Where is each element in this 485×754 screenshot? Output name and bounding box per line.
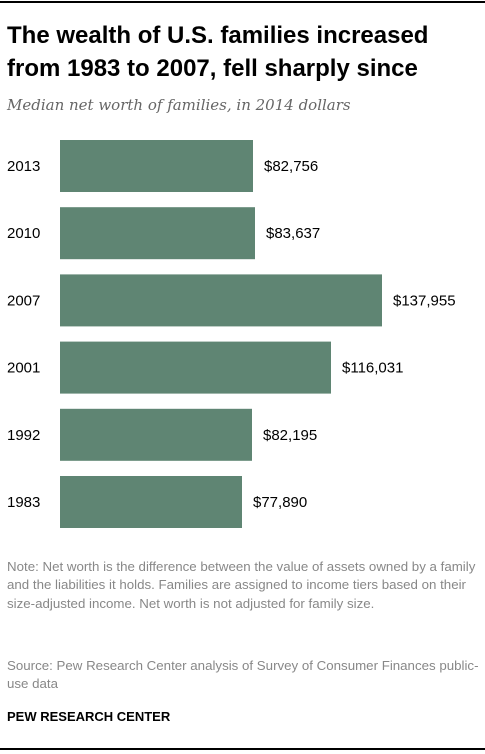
bar-1992	[60, 408, 252, 461]
value-label-1992: $82,195	[263, 427, 317, 444]
value-label-1983: $77,890	[253, 494, 307, 511]
chart-source: Source: Pew Research Center analysis of …	[7, 658, 479, 692]
category-label-2007: 2007	[7, 292, 40, 309]
category-label-2001: 2001	[7, 360, 40, 377]
bar-2010	[60, 207, 255, 260]
category-label-1983: 1983	[7, 494, 40, 511]
pew-research-center-logo: PEW RESEARCH CENTER	[7, 709, 171, 724]
bottom-rule	[0, 748, 485, 750]
chart-note: Note: Net worth is the difference betwee…	[7, 559, 476, 611]
value-label-2001: $116,031	[342, 360, 403, 377]
bar-1983	[60, 476, 242, 528]
bar-chart: 2013 $82,756 2010 $83,637 2007 $137,955 2001 $1…	[7, 140, 456, 528]
value-label-2013: $82,756	[264, 158, 318, 175]
bar-2001	[60, 341, 331, 394]
chart-title: The wealth of U.S. families increased fr…	[7, 22, 429, 82]
bar-2013	[60, 140, 253, 192]
chart-subtitle: Median net worth of families, in 2014 do…	[7, 96, 351, 114]
category-label-1992: 1992	[7, 427, 40, 444]
bar-2007	[60, 274, 382, 327]
top-rule	[0, 1, 485, 3]
category-label-2013: 2013	[7, 158, 40, 175]
value-label-2010: $83,637	[266, 225, 320, 242]
category-label-2010: 2010	[7, 225, 40, 242]
value-label-2007: $137,955	[393, 292, 456, 309]
